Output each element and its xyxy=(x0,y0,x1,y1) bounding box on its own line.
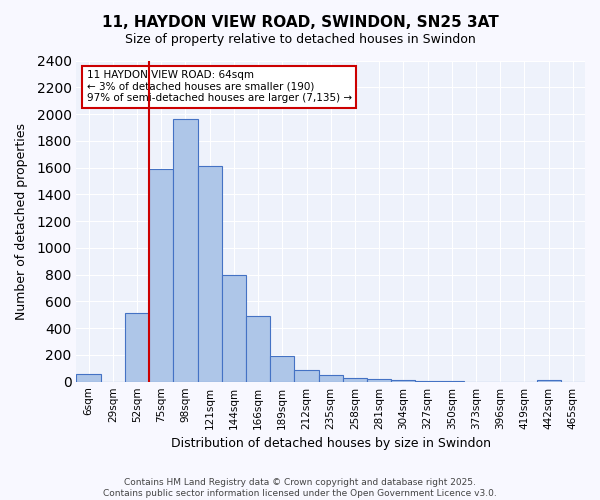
Text: 11 HAYDON VIEW ROAD: 64sqm
← 3% of detached houses are smaller (190)
97% of semi: 11 HAYDON VIEW ROAD: 64sqm ← 3% of detac… xyxy=(86,70,352,103)
Bar xyxy=(246,316,270,382)
X-axis label: Distribution of detached houses by size in Swindon: Distribution of detached houses by size … xyxy=(171,437,491,450)
Bar xyxy=(367,380,391,382)
Bar xyxy=(270,356,295,382)
Bar xyxy=(440,381,464,382)
Bar xyxy=(173,120,197,382)
Text: Contains HM Land Registry data © Crown copyright and database right 2025.
Contai: Contains HM Land Registry data © Crown c… xyxy=(103,478,497,498)
Text: Size of property relative to detached houses in Swindon: Size of property relative to detached ho… xyxy=(125,32,475,46)
Bar xyxy=(391,380,415,382)
Bar xyxy=(343,378,367,382)
Bar xyxy=(125,314,149,382)
Bar xyxy=(536,380,561,382)
Bar xyxy=(197,166,222,382)
Bar xyxy=(295,370,319,382)
Bar xyxy=(222,274,246,382)
Y-axis label: Number of detached properties: Number of detached properties xyxy=(15,122,28,320)
Bar xyxy=(415,380,440,382)
Bar xyxy=(76,374,101,382)
Bar xyxy=(149,169,173,382)
Bar xyxy=(319,376,343,382)
Text: 11, HAYDON VIEW ROAD, SWINDON, SN25 3AT: 11, HAYDON VIEW ROAD, SWINDON, SN25 3AT xyxy=(101,15,499,30)
